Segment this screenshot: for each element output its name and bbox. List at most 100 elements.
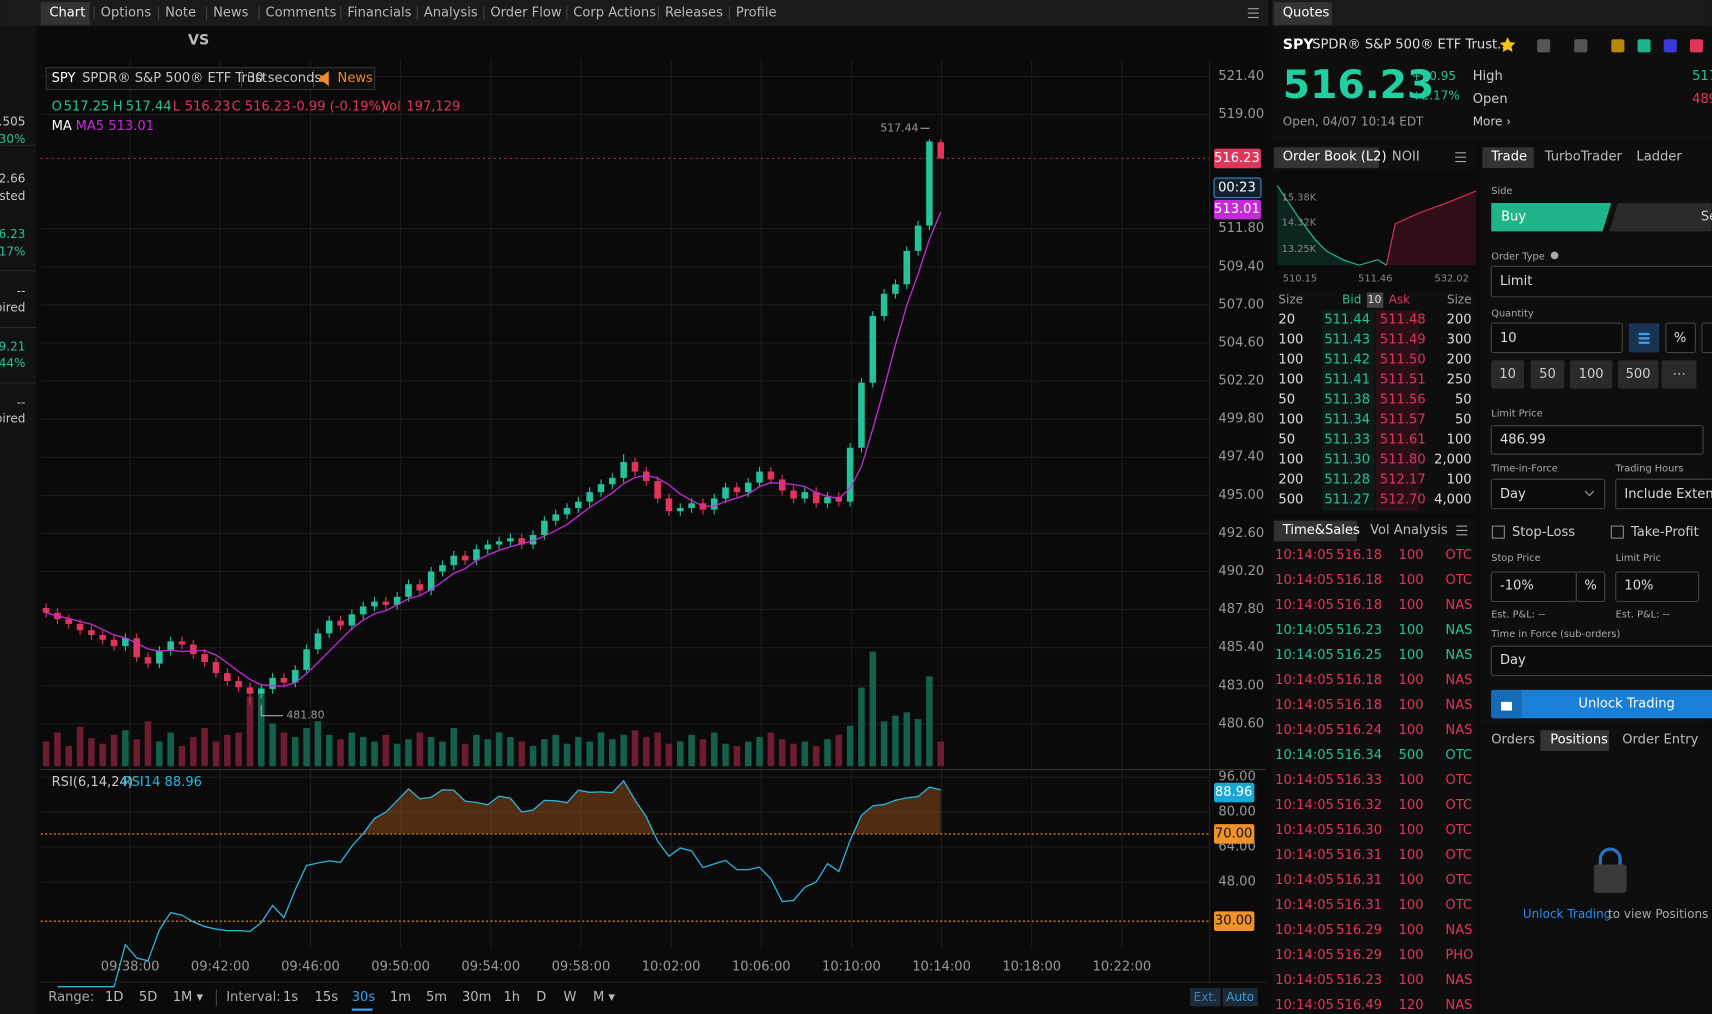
tab[interactable]: Ladder (1636, 150, 1682, 165)
star-icon[interactable] (1499, 37, 1516, 52)
y-tick-label: 499.80 (1218, 412, 1264, 427)
field-label: Est. P&L: -- (1616, 610, 1670, 621)
quote-icon[interactable] (1637, 39, 1651, 53)
ohlc-label: L (173, 99, 181, 114)
ask-size: 300 (1447, 332, 1472, 347)
range-button[interactable]: 5D (139, 990, 157, 1005)
limit-price-input[interactable] (1490, 425, 1704, 455)
tab[interactable]: Comments (266, 6, 337, 21)
countdown-tag (1213, 177, 1262, 199)
sell-button[interactable] (1609, 203, 1712, 232)
unlock-link[interactable]: Unlock Trading (1523, 907, 1611, 921)
ts-time: 10:14:05 (1275, 723, 1334, 738)
field-label: Order Type (1491, 252, 1545, 263)
tab[interactable]: Corp Actions (573, 6, 656, 21)
tab[interactable]: Releases (665, 6, 723, 21)
extra-button[interactable] (1701, 322, 1712, 354)
volume-bar (325, 734, 333, 767)
quantity-input[interactable] (1490, 322, 1623, 354)
tab[interactable]: Chart (49, 6, 85, 21)
sell-label: Se (1701, 210, 1712, 225)
candle-body (563, 508, 571, 515)
interval-button[interactable]: 1s (283, 990, 298, 1005)
stop-pct[interactable] (1575, 571, 1606, 602)
interval-button[interactable]: W (563, 990, 576, 1005)
trading-hours-select[interactable] (1615, 478, 1712, 510)
interval-button[interactable]: M ▾ (593, 990, 615, 1005)
volume-bar (914, 719, 922, 767)
quote-icon[interactable] (1574, 39, 1588, 53)
auto-button[interactable] (1222, 987, 1258, 1007)
tab[interactable]: Order Entry (1622, 733, 1698, 748)
unlock-label: Unlock Trading (1578, 697, 1674, 712)
order-type-select[interactable] (1490, 265, 1712, 298)
quick-qty-button[interactable] (1530, 360, 1565, 389)
tab[interactable]: TurboTrader (1544, 150, 1623, 165)
ts-exchange: NAS (1445, 598, 1472, 613)
tab[interactable]: Analysis (424, 6, 478, 21)
bid-size: 100 (1278, 372, 1303, 387)
volume-bar (427, 737, 435, 767)
tif-sub-select[interactable] (1490, 645, 1712, 677)
tab[interactable]: Positions (1550, 733, 1608, 748)
ext-button[interactable] (1189, 987, 1221, 1007)
candle-body (450, 555, 458, 566)
quick-qty-button[interactable] (1617, 360, 1659, 389)
ts-time: 10:14:05 (1275, 648, 1334, 663)
quote-icon[interactable] (1689, 39, 1704, 53)
candle-body (507, 538, 514, 542)
pct-button[interactable] (1665, 322, 1696, 354)
tab[interactable]: Order Flow (490, 6, 561, 21)
range-button[interactable]: 1D (105, 990, 123, 1005)
tab[interactable]: Orders (1491, 733, 1535, 748)
interval-button[interactable]: 15s (315, 990, 339, 1005)
tab[interactable]: News (213, 6, 249, 21)
take-price-input[interactable] (1615, 571, 1700, 602)
candle-body (473, 549, 480, 561)
quick-qty-button[interactable] (1661, 360, 1697, 389)
icon-vs[interactable]: VS (188, 32, 209, 48)
tif-select[interactable] (1490, 478, 1606, 510)
y-tick-label: 507.00 (1218, 297, 1264, 312)
ts-price: 516.18 (1336, 573, 1382, 588)
more[interactable]: More › (1473, 115, 1511, 129)
ts-time: 10:14:05 (1275, 823, 1334, 838)
tab[interactable]: NOII (1392, 150, 1420, 165)
ask-price: 511.51 (1380, 372, 1426, 387)
quote-icon[interactable] (1537, 39, 1551, 53)
x-tick-label: 10:14:00 (912, 960, 971, 975)
quick-qty-button[interactable] (1491, 360, 1524, 389)
interval-button[interactable]: 5m (426, 990, 447, 1005)
y-tick-label: 502.20 (1218, 374, 1264, 389)
tab[interactable]: Financials (347, 6, 411, 21)
tab[interactable]: Profile (736, 6, 777, 21)
quote-icon[interactable] (1611, 39, 1625, 53)
quote-icon[interactable] (1663, 39, 1677, 53)
tab[interactable]: Trade (1490, 150, 1527, 165)
buy-button[interactable] (1491, 203, 1612, 232)
volume-bar (303, 728, 310, 767)
interval-button[interactable]: D (536, 990, 546, 1005)
tab[interactable]: Time&Sales (1282, 523, 1360, 538)
range-button[interactable]: 1M ▾ (173, 990, 204, 1005)
interval-button[interactable]: 30s (352, 990, 376, 1005)
news[interactable]: News (338, 71, 374, 86)
take-profit-checkbox[interactable] (1610, 525, 1624, 539)
interval-button[interactable]: 30m (462, 990, 491, 1005)
tab[interactable]: Vol Analysis (1370, 523, 1448, 538)
candle-body (439, 565, 446, 572)
tab[interactable]: Options (101, 6, 152, 21)
stop-loss-checkbox[interactable] (1491, 525, 1505, 539)
bid-price: 511.41 (1324, 372, 1370, 387)
candle-body (665, 498, 673, 512)
ts-price: 516.34 (1336, 748, 1382, 763)
tab[interactable]: Note (165, 6, 196, 21)
tab[interactable]: Order Book (L2) (1283, 150, 1387, 165)
interval-button[interactable]: 1h (503, 990, 520, 1005)
quick-qty-button[interactable] (1569, 360, 1613, 389)
volume-bar (654, 732, 661, 767)
ts-price: 516.24 (1336, 723, 1382, 738)
unlock-button[interactable] (1491, 689, 1712, 719)
interval-button[interactable]: 1m (390, 990, 411, 1005)
field-label: Trading Hours (1615, 463, 1684, 474)
